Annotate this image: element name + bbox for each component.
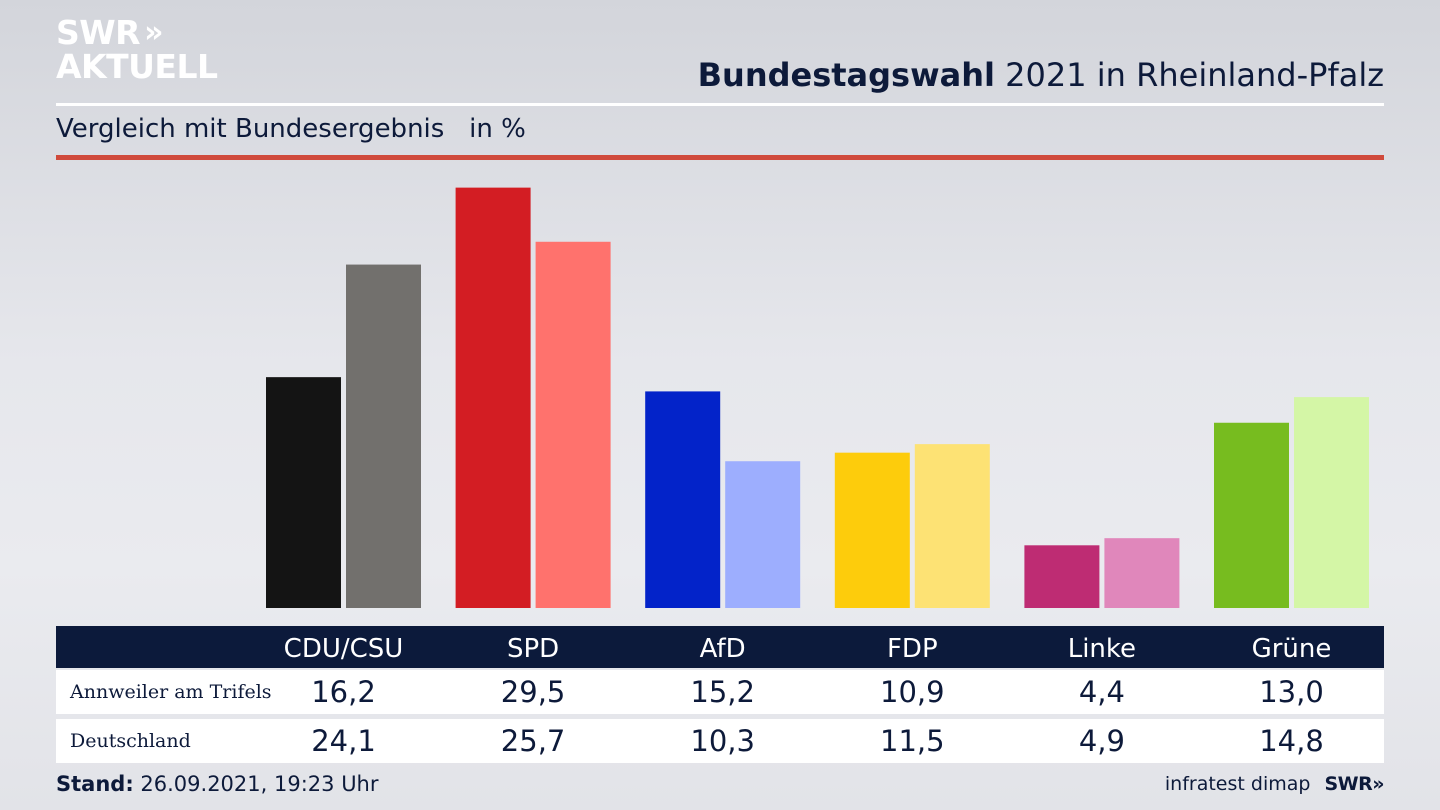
source-text: infratest dimap bbox=[1164, 773, 1311, 795]
title-divider bbox=[56, 103, 1384, 106]
bar-spd-national bbox=[535, 241, 611, 608]
page-title: Bundestagswahl 2021 in Rheinland-Pfalz bbox=[698, 56, 1384, 94]
table-row: Deutschland 24,1 25,7 10,3 11,5 4,9 14,8 bbox=[56, 719, 1384, 763]
bar-gr-ne-national bbox=[1294, 397, 1369, 608]
column-header-gr-ne: Grüne bbox=[1251, 634, 1332, 664]
timestamp: Stand: 26.09.2021, 19:23 Uhr bbox=[56, 772, 379, 796]
results-table: CDU/CSU SPD AfD FDP Linke Grüne Annweiler am … bbox=[56, 626, 1384, 763]
value-cell: 11,5 bbox=[880, 724, 945, 758]
bar-linke-local bbox=[1024, 545, 1100, 608]
column-header-spd: SPD bbox=[506, 634, 560, 664]
chart-subtitle: Vergleich mit Bundesergebnis in % bbox=[56, 114, 526, 144]
swr-chevron-icon: » bbox=[1372, 773, 1384, 795]
accent-divider bbox=[56, 155, 1384, 160]
table-row: Annweiler am Trifels 16,2 29,5 15,2 10,9 4,4… bbox=[56, 670, 1384, 714]
value-cell: 4,4 bbox=[1078, 675, 1125, 709]
column-header-linke: Linke bbox=[1067, 634, 1137, 664]
bar-linke-national bbox=[1104, 538, 1180, 608]
column-header-fdp: FDP bbox=[886, 634, 938, 664]
bar-fdp-national bbox=[914, 444, 990, 608]
value-cell: 29,5 bbox=[500, 675, 566, 709]
value-cell: 4,9 bbox=[1078, 724, 1125, 758]
title-rest: 2021 in Rheinland-Pfalz bbox=[1005, 56, 1384, 94]
swr-logo: SWR» bbox=[1324, 773, 1384, 795]
bar-spd-local bbox=[455, 187, 531, 608]
source-credit: infratest dimap SWR» bbox=[1164, 773, 1385, 795]
column-header-afd: AfD bbox=[699, 634, 746, 664]
value-cell: 25,7 bbox=[500, 724, 566, 758]
value-cell: 13,0 bbox=[1259, 675, 1324, 709]
table-header: CDU/CSU SPD AfD FDP Linke Grüne bbox=[56, 626, 1384, 668]
value-cell: 24,1 bbox=[311, 724, 376, 758]
column-header-cdu-csu: CDU/CSU bbox=[283, 634, 404, 664]
value-cell: 15,2 bbox=[690, 675, 755, 709]
value-cell: 10,9 bbox=[880, 675, 945, 709]
bar-afd-local bbox=[645, 391, 721, 608]
stand-value: 26.09.2021, 19:23 Uhr bbox=[140, 772, 379, 796]
stand-label: Stand: bbox=[56, 772, 134, 796]
value-cell: 16,2 bbox=[311, 675, 376, 709]
swr-aktuell-logo: SWR » AKTUELL bbox=[56, 16, 218, 84]
bar-cdu-csu-local bbox=[266, 377, 341, 608]
bar-cdu-csu-national bbox=[346, 264, 421, 608]
logo-aktuell-text: AKTUELL bbox=[56, 47, 218, 86]
value-cell: 10,3 bbox=[690, 724, 755, 758]
bar-afd-national bbox=[725, 461, 801, 608]
row-label: Deutschland bbox=[70, 730, 191, 752]
swr-logo-text: SWR bbox=[1324, 773, 1373, 795]
bar-gr-ne-local bbox=[1214, 422, 1289, 608]
bar-fdp-local bbox=[834, 452, 910, 608]
row-label: Annweiler am Trifels bbox=[70, 681, 272, 703]
title-bold: Bundestagswahl bbox=[697, 56, 995, 94]
logo-swr-text: SWR bbox=[56, 13, 141, 52]
value-cell: 14,8 bbox=[1259, 724, 1324, 758]
